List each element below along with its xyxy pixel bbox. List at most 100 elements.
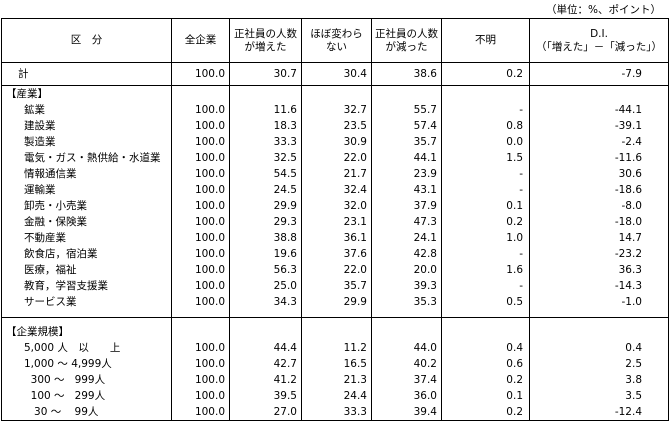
cell: 100.0 (171, 134, 230, 150)
cell: 29.9 (301, 294, 372, 310)
row-label: 5,000 人 以 上 (1, 340, 172, 356)
total-row: 計 100.0 30.7 30.4 38.6 0.2 -7.9 (1, 62, 669, 86)
cell: 0.2 (441, 214, 530, 230)
cell: 0.2 (441, 372, 530, 388)
cell: 100.0 (171, 182, 230, 198)
cell: 33.3 (229, 134, 302, 150)
data-row: 300 ～ 999人 100.0 41.2 21.3 37.4 0.2 3.8 (1, 372, 669, 388)
cell: 2.5 (529, 356, 669, 372)
cell: 39.3 (371, 278, 442, 294)
spacer-cell (529, 310, 669, 318)
data-row: 5,000 人 以 上 100.0 44.4 11.2 44.0 0.4 0.4 (1, 340, 669, 356)
empty-cell (529, 85, 669, 102)
section-title-row: 【産業】 (1, 85, 669, 102)
empty-cell (301, 324, 372, 340)
cell: 41.2 (229, 372, 302, 388)
spacer-row (1, 317, 669, 324)
cell: 32.5 (229, 150, 302, 166)
cell: 55.7 (371, 102, 442, 118)
row-label: 情報通信業 (1, 166, 172, 182)
row-label: 計 (1, 62, 172, 86)
cell: -2.4 (529, 134, 669, 150)
cell: 36.0 (371, 388, 442, 404)
row-label: 電気・ガス・熱供給・水道業 (1, 150, 172, 166)
cell: 1.0 (441, 230, 530, 246)
cell: 14.7 (529, 230, 669, 246)
column-header: 全企業 (171, 18, 230, 63)
spacer-cell (229, 310, 302, 318)
cell: 36.1 (301, 230, 372, 246)
cell: 42.8 (371, 246, 442, 262)
cell: 19.6 (229, 246, 302, 262)
cell: 100.0 (171, 388, 230, 404)
cell: - (441, 182, 530, 198)
cell: -18.6 (529, 182, 669, 198)
cell: 24.4 (301, 388, 372, 404)
spacer-cell (371, 310, 442, 318)
cell: 3.5 (529, 388, 669, 404)
data-row: 不動産業 100.0 38.8 36.1 24.1 1.0 14.7 (1, 230, 669, 246)
cell: 21.3 (301, 372, 372, 388)
total-body: 計 100.0 30.7 30.4 38.6 0.2 -7.9 (1, 62, 669, 86)
cell: -39.1 (529, 118, 669, 134)
cell: 100.0 (171, 198, 230, 214)
cell: -11.6 (529, 150, 669, 166)
cell: - (441, 102, 530, 118)
cell: 0.2 (441, 404, 530, 421)
cell: 100.0 (171, 102, 230, 118)
cell: 18.3 (229, 118, 302, 134)
cell: 3.8 (529, 372, 669, 388)
cell: 56.3 (229, 262, 302, 278)
row-label: 300 ～ 999人 (1, 372, 172, 388)
cell: 20.0 (371, 262, 442, 278)
cell: 25.0 (229, 278, 302, 294)
empty-cell (229, 324, 302, 340)
cell: 47.3 (371, 214, 442, 230)
cell: 23.1 (301, 214, 372, 230)
cell: 30.7 (229, 62, 302, 86)
cell: 23.5 (301, 118, 372, 134)
cell: 100.0 (171, 150, 230, 166)
cell: 0.0 (441, 134, 530, 150)
cell: 100.0 (171, 166, 230, 182)
cell: 100.0 (171, 372, 230, 388)
cell: - (441, 278, 530, 294)
spacer-cell (301, 310, 372, 318)
cell: 44.4 (229, 340, 302, 356)
data-row: 建設業 100.0 18.3 23.5 57.4 0.8 -39.1 (1, 118, 669, 134)
cell: -18.0 (529, 214, 669, 230)
cell: -12.4 (529, 404, 669, 421)
data-row: 鉱業 100.0 11.6 32.7 55.7- -44.1 (1, 102, 669, 118)
column-header: 正社員の人数 が減った (371, 18, 442, 63)
cell: 1.5 (441, 150, 530, 166)
section: 【企業規模】 5,000 人 以 上 100.0 44.4 11.2 44.0 0.4 0.4… (1, 317, 669, 421)
data-row: 100 ～ 299人 100.0 39.5 24.4 36.0 0.1 3.5 (1, 388, 669, 404)
cell: 38.6 (371, 62, 442, 86)
empty-cell (229, 85, 302, 102)
spacer-cell (529, 317, 669, 324)
cell: 30.4 (301, 62, 372, 86)
cell: 30.9 (301, 134, 372, 150)
cell: - (441, 246, 530, 262)
cell: 39.5 (229, 388, 302, 404)
data-row: 運輸業 100.0 24.5 32.4 43.1- -18.6 (1, 182, 669, 198)
row-label: 卸売・小売業 (1, 198, 172, 214)
cell: 37.4 (371, 372, 442, 388)
empty-cell (441, 85, 530, 102)
cell: 0.8 (441, 118, 530, 134)
cell: 40.2 (371, 356, 442, 372)
row-label: 製造業 (1, 134, 172, 150)
column-header: D.I. （「増えた」－「減った」） (529, 18, 669, 63)
cell: 29.3 (229, 214, 302, 230)
data-row: 1,000 ～ 4,999人 100.0 42.7 16.5 40.2 0.6 2.5 (1, 356, 669, 372)
cell: 24.5 (229, 182, 302, 198)
data-row: 製造業 100.0 33.3 30.9 35.7 0.0 -2.4 (1, 134, 669, 150)
cell: 27.0 (229, 404, 302, 421)
empty-cell (171, 324, 230, 340)
empty-cell (441, 324, 530, 340)
cell: 100.0 (171, 62, 230, 86)
spacer-cell (441, 310, 530, 318)
data-row: 30 ～ 99人 100.0 27.0 33.3 39.4 0.2 -12.4 (1, 404, 669, 421)
row-label: 教育，学習支援業 (1, 278, 172, 294)
